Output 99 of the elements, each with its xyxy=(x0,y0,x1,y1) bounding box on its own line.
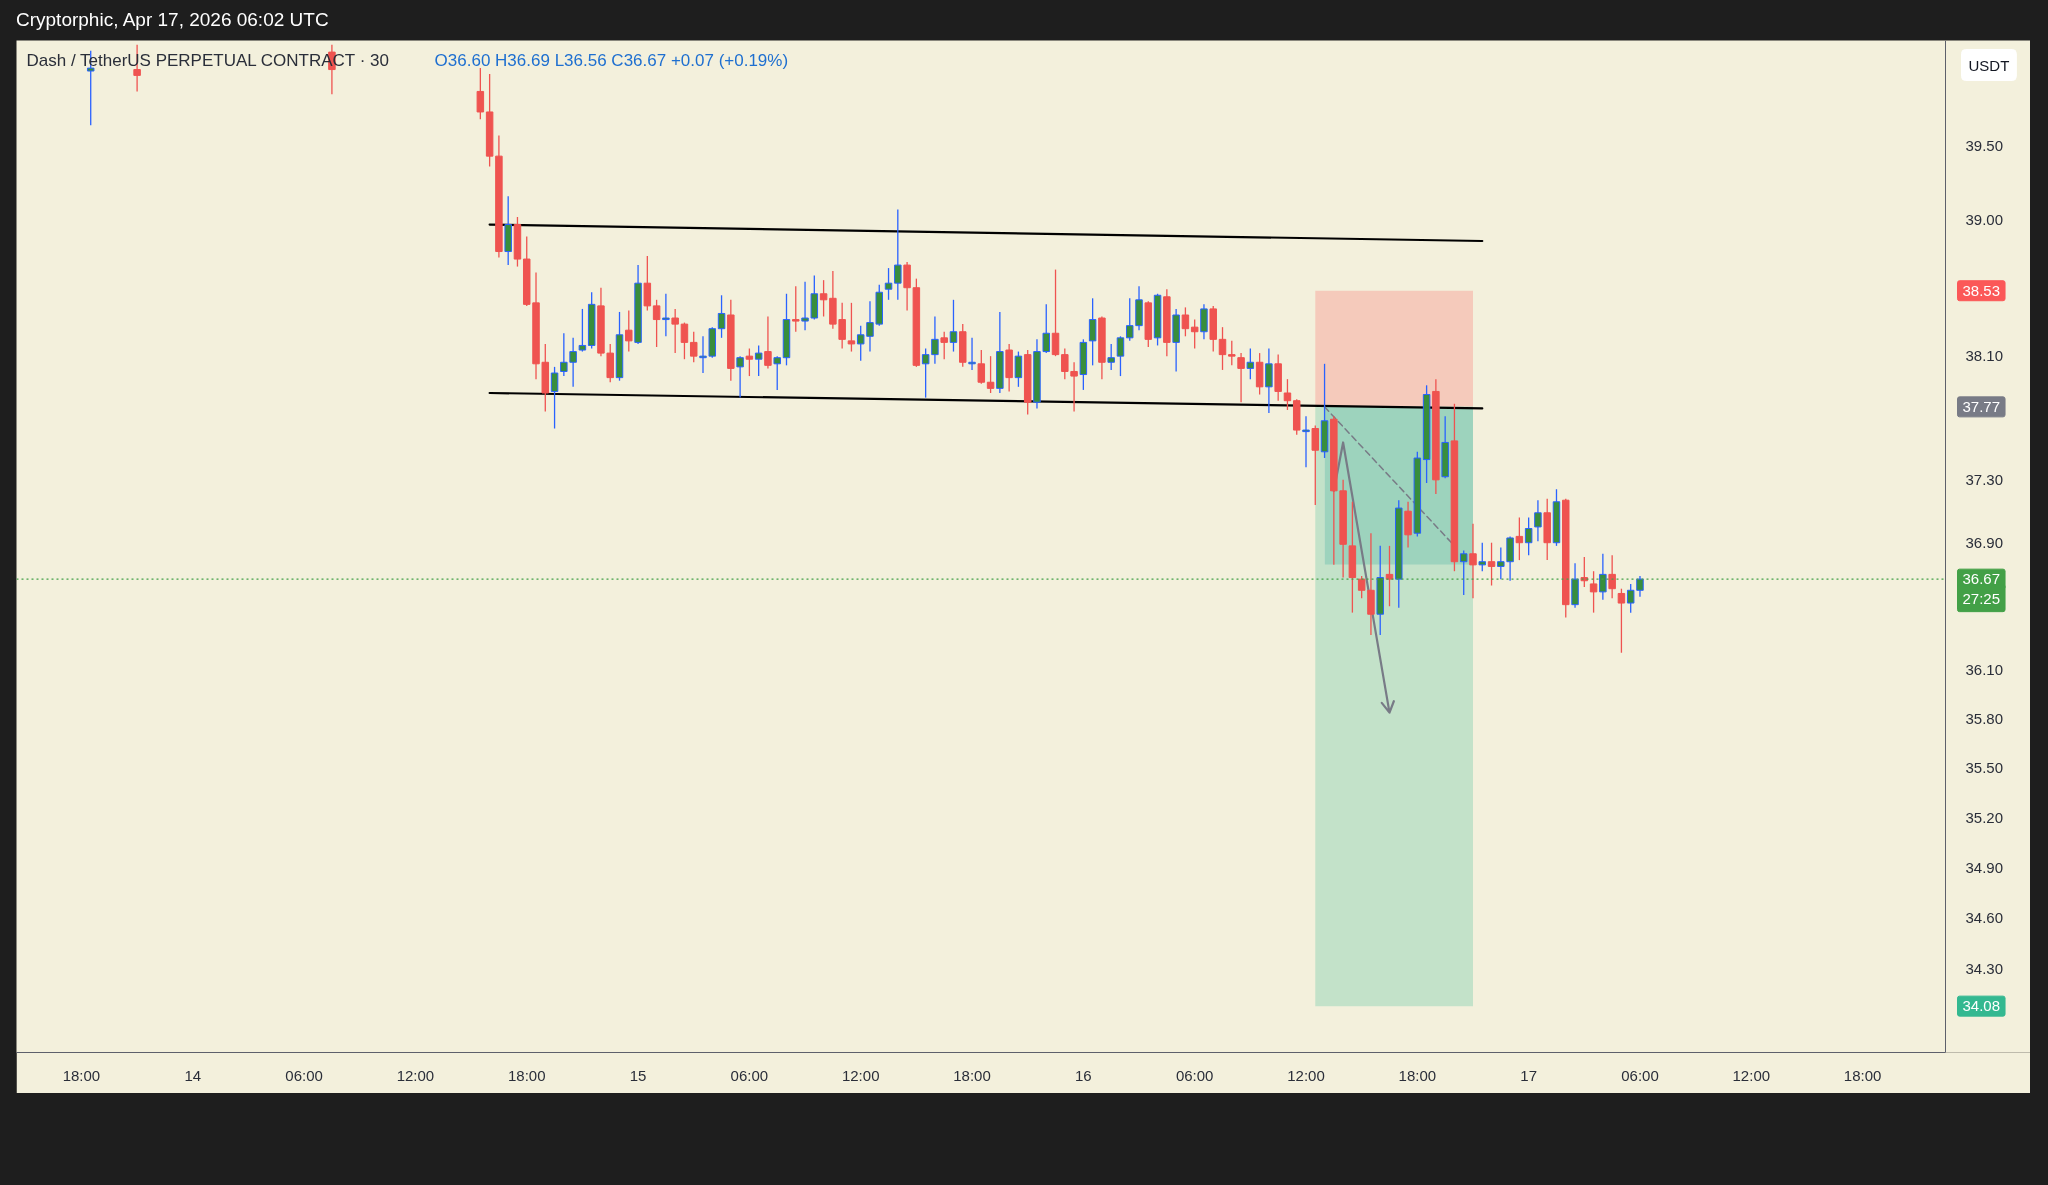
x-tick-label: 12:00 xyxy=(1732,1066,1771,1084)
x-tick-label: 06:00 xyxy=(730,1066,769,1084)
text: Cryptorphic, Apr 17, 2026 06:02 UTC xyxy=(16,8,329,32)
x-tick-label: 14 xyxy=(184,1066,202,1084)
candlestick xyxy=(792,285,800,333)
candlestick xyxy=(1385,545,1394,607)
candlestick xyxy=(894,208,902,301)
candlestick xyxy=(1237,352,1245,403)
candlestick xyxy=(689,331,698,363)
candlestick xyxy=(764,315,772,370)
candlestick xyxy=(1367,532,1375,636)
candlestick xyxy=(1515,516,1524,561)
candlestick xyxy=(643,255,652,312)
y-axis-title: USDT xyxy=(1968,56,2010,74)
candlestick xyxy=(1599,553,1607,601)
y-tick-label: 34.90 xyxy=(1965,858,2004,876)
candlestick xyxy=(949,299,958,353)
candlestick xyxy=(931,315,939,365)
candlestick xyxy=(1190,318,1199,350)
y-tick-label: 35.80 xyxy=(1965,710,2004,728)
candlestick xyxy=(903,261,911,312)
candlestick xyxy=(801,281,809,331)
candlestick xyxy=(1228,340,1236,366)
candlestick xyxy=(652,299,661,348)
x-tick-label: 12:00 xyxy=(396,1066,435,1084)
line-series xyxy=(1332,441,1395,714)
x-tick-label: 18:00 xyxy=(507,1066,546,1084)
candlestick xyxy=(1107,343,1115,371)
candlestick xyxy=(1265,347,1273,414)
candlestick xyxy=(550,366,559,430)
candlestick xyxy=(1404,501,1412,549)
text: 37.77 xyxy=(1962,397,2001,415)
candlestick xyxy=(1051,268,1060,357)
candlestick xyxy=(1246,347,1255,380)
candlestick xyxy=(977,349,986,385)
y-tick-label: 37.30 xyxy=(1965,470,2004,488)
candlestick xyxy=(940,331,948,360)
candlestick xyxy=(1459,549,1468,596)
ref-line-label: 36.67 xyxy=(1962,570,2001,588)
candlestick xyxy=(1524,516,1533,557)
candlestick xyxy=(1200,303,1208,340)
text: 27:25 xyxy=(1962,589,2001,607)
candlestick xyxy=(625,309,633,353)
text: 34.08 xyxy=(1962,997,2001,1015)
candlestick xyxy=(578,308,587,353)
candlestick xyxy=(1534,499,1542,542)
x-tick-label: 18:00 xyxy=(62,1066,101,1084)
x-tick-label: 16 xyxy=(1075,1066,1092,1084)
candlestick xyxy=(1608,554,1616,599)
candlestick xyxy=(1357,575,1366,599)
x-tick-label: 15 xyxy=(629,1066,647,1084)
candlestick xyxy=(1283,378,1292,411)
y-tick-label: 35.20 xyxy=(1965,808,2004,826)
candlestick xyxy=(921,347,930,399)
candlestick xyxy=(1617,588,1626,654)
candlestick xyxy=(1302,415,1310,469)
x-tick-label: 18:00 xyxy=(1843,1066,1882,1084)
candlestick xyxy=(819,279,828,318)
candlestick xyxy=(745,347,754,377)
y-tick-label: 36.10 xyxy=(1965,661,2004,679)
x-tick-label: 18:00 xyxy=(1398,1066,1437,1084)
candlestick xyxy=(1580,556,1589,588)
y-tick-label: 35.50 xyxy=(1965,759,2004,777)
text: 38.53 xyxy=(1962,281,2001,299)
y-tick-label: 34.60 xyxy=(1965,908,2004,926)
candlestick xyxy=(1469,523,1477,599)
y-tick-label: 38.10 xyxy=(1965,347,2004,365)
candlestick xyxy=(1014,350,1023,388)
y-tick-label: 36.90 xyxy=(1965,533,2004,551)
y-tick-label: 39.50 xyxy=(1965,136,2004,154)
candlestick xyxy=(986,355,995,394)
x-tick-label: 12:00 xyxy=(1287,1066,1325,1084)
candlestick xyxy=(754,344,763,377)
candlestick xyxy=(884,267,893,301)
x-tick-label: 12:00 xyxy=(841,1066,880,1084)
candlestick xyxy=(1116,335,1125,377)
candlestick xyxy=(1478,542,1487,572)
x-tick-label: 06:00 xyxy=(1621,1066,1659,1084)
y-tick-label: 39.00 xyxy=(1965,211,2004,229)
candlestick xyxy=(736,355,744,399)
candlestick xyxy=(680,321,689,360)
x-tick-label: 17 xyxy=(1520,1066,1537,1084)
x-tick-label: 06:00 xyxy=(1175,1066,1214,1084)
candlestick xyxy=(671,308,679,354)
candlestick xyxy=(662,293,670,337)
y-tick-label: 34.30 xyxy=(1965,959,2004,977)
candlestick xyxy=(476,67,485,120)
candlestick xyxy=(1088,297,1097,366)
x-tick-label: 06:00 xyxy=(285,1066,323,1084)
text: O36.60 H36.69 L36.56 C36.67 +0.07 (+0.19%) xyxy=(434,50,789,70)
candlestick xyxy=(1487,542,1496,587)
x-tick-label: 18:00 xyxy=(953,1066,991,1084)
candlestick xyxy=(1218,326,1227,371)
candlestick xyxy=(1589,570,1598,614)
candlestick xyxy=(717,294,726,339)
candlestick xyxy=(1181,306,1190,337)
candlestick xyxy=(847,302,856,353)
candlestick xyxy=(1311,424,1320,506)
candlestick xyxy=(773,355,781,391)
